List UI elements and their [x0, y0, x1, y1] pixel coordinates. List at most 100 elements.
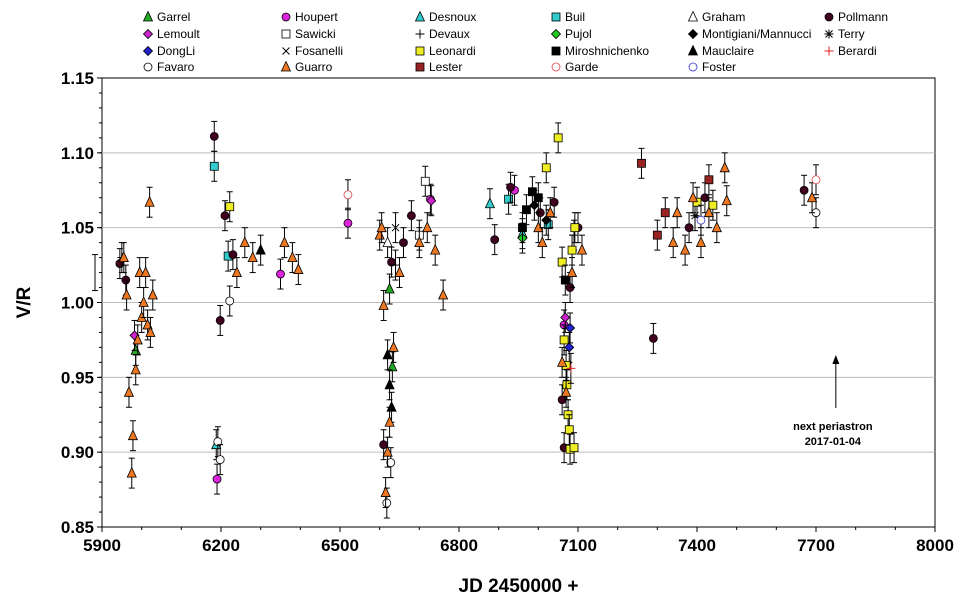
legend-label: Foster [702, 60, 736, 74]
y-tick-label: 0.90 [61, 443, 94, 462]
x-tick-label: 7700 [797, 536, 835, 555]
legend-label: Sawicki [295, 27, 336, 41]
legend-item: Miroshnichenko [551, 44, 649, 58]
data-point [549, 197, 559, 207]
x-tick-label: 6200 [202, 536, 240, 555]
legend-item: Montigiani/Mannucci [687, 27, 811, 41]
data-point [811, 175, 821, 185]
x-tick-label: 6500 [321, 536, 359, 555]
data-point [382, 236, 393, 248]
legend-marker [415, 46, 425, 56]
data-point [537, 236, 548, 248]
data-point [518, 223, 527, 233]
data-point [279, 236, 290, 248]
legend-item: DongLi [142, 44, 195, 58]
legend-label: Terry [838, 27, 865, 41]
data-point [695, 236, 707, 248]
data-point [560, 385, 572, 397]
legend-label: Pollmann [838, 10, 888, 24]
x-tick-label: 8000 [916, 536, 954, 555]
legend-item: Garde [551, 60, 599, 74]
data-point [276, 269, 285, 279]
data-point [220, 211, 230, 221]
data-point [384, 415, 395, 427]
legend-marker [824, 29, 834, 39]
legend-item: Leonardi [415, 44, 476, 58]
legend-item: Fosanelli [282, 44, 343, 58]
legend-label: Graham [702, 10, 745, 24]
data-point [142, 318, 153, 330]
y-tick-label: 1.00 [61, 294, 94, 313]
legend-marker [688, 62, 698, 72]
data-point [379, 440, 389, 450]
data-point [406, 211, 416, 221]
series-miroshnichenko [518, 176, 570, 296]
data-point [560, 312, 571, 323]
series-fosanelli [391, 212, 400, 244]
data-point [145, 325, 156, 337]
data-point [387, 360, 398, 372]
legend-label: Fosanelli [295, 44, 343, 58]
data-point [679, 243, 691, 255]
data-point [239, 236, 250, 248]
periastron-label-line2: 2017-01-04 [805, 436, 862, 448]
y-tick-label: 1.10 [61, 144, 94, 163]
legend-marker [824, 46, 834, 56]
data-point [704, 175, 714, 185]
data-point [225, 202, 235, 212]
data-point [384, 282, 395, 294]
legend-label: Devaux [429, 27, 470, 41]
data-point [343, 190, 353, 200]
legend-marker [280, 60, 292, 72]
legend-item: Garrel [142, 10, 190, 24]
legend-label: Desnoux [429, 10, 476, 24]
data-point [565, 322, 576, 334]
data-point [566, 363, 576, 373]
data-point [378, 299, 389, 310]
series-lester [637, 147, 714, 251]
data-point [506, 182, 515, 192]
legend-item: Pollmann [824, 10, 888, 24]
data-point [648, 334, 658, 343]
data-point [247, 251, 258, 263]
data-point [637, 158, 646, 168]
y-tick-label: 0.95 [61, 368, 94, 387]
legend-marker [414, 10, 426, 22]
legend-item: Pujol [550, 27, 592, 41]
legend-label: DongLi [157, 44, 195, 58]
legend-marker [142, 45, 154, 57]
data-point [687, 191, 699, 203]
data-point [564, 342, 575, 353]
data-point [209, 161, 219, 171]
legend-marker [551, 12, 561, 22]
data-point [140, 266, 151, 277]
data-point [420, 176, 430, 186]
data-point [557, 355, 568, 367]
legend-label: Houpert [295, 10, 338, 24]
legend-label: Guarro [295, 60, 333, 74]
series-berardi [566, 352, 576, 384]
legend-item: Lemoult [142, 27, 200, 41]
data-point [703, 206, 715, 218]
x-tick-label: 6800 [440, 536, 478, 555]
data-point [430, 243, 441, 255]
data-point [438, 288, 449, 300]
legend-item: Sawicki [281, 27, 336, 41]
legend-label: Lemoult [157, 27, 200, 41]
series-graham [382, 227, 393, 259]
data-point [660, 208, 670, 218]
data-point [559, 335, 569, 345]
data-point [255, 243, 266, 255]
data-point [672, 206, 683, 218]
legend-label: Garrel [157, 10, 190, 24]
x-tick-label: 7100 [559, 536, 597, 555]
data-point [696, 215, 706, 225]
legend-item: Favaro [143, 60, 195, 74]
legend-label: Leonardi [429, 44, 476, 58]
data-point [130, 363, 141, 375]
y-axis-title: V/R [14, 286, 35, 318]
y-tick-label: 1.05 [61, 219, 94, 238]
y-tick-label: 0.85 [61, 518, 94, 537]
legend-marker [551, 62, 561, 72]
data-point [570, 223, 580, 233]
